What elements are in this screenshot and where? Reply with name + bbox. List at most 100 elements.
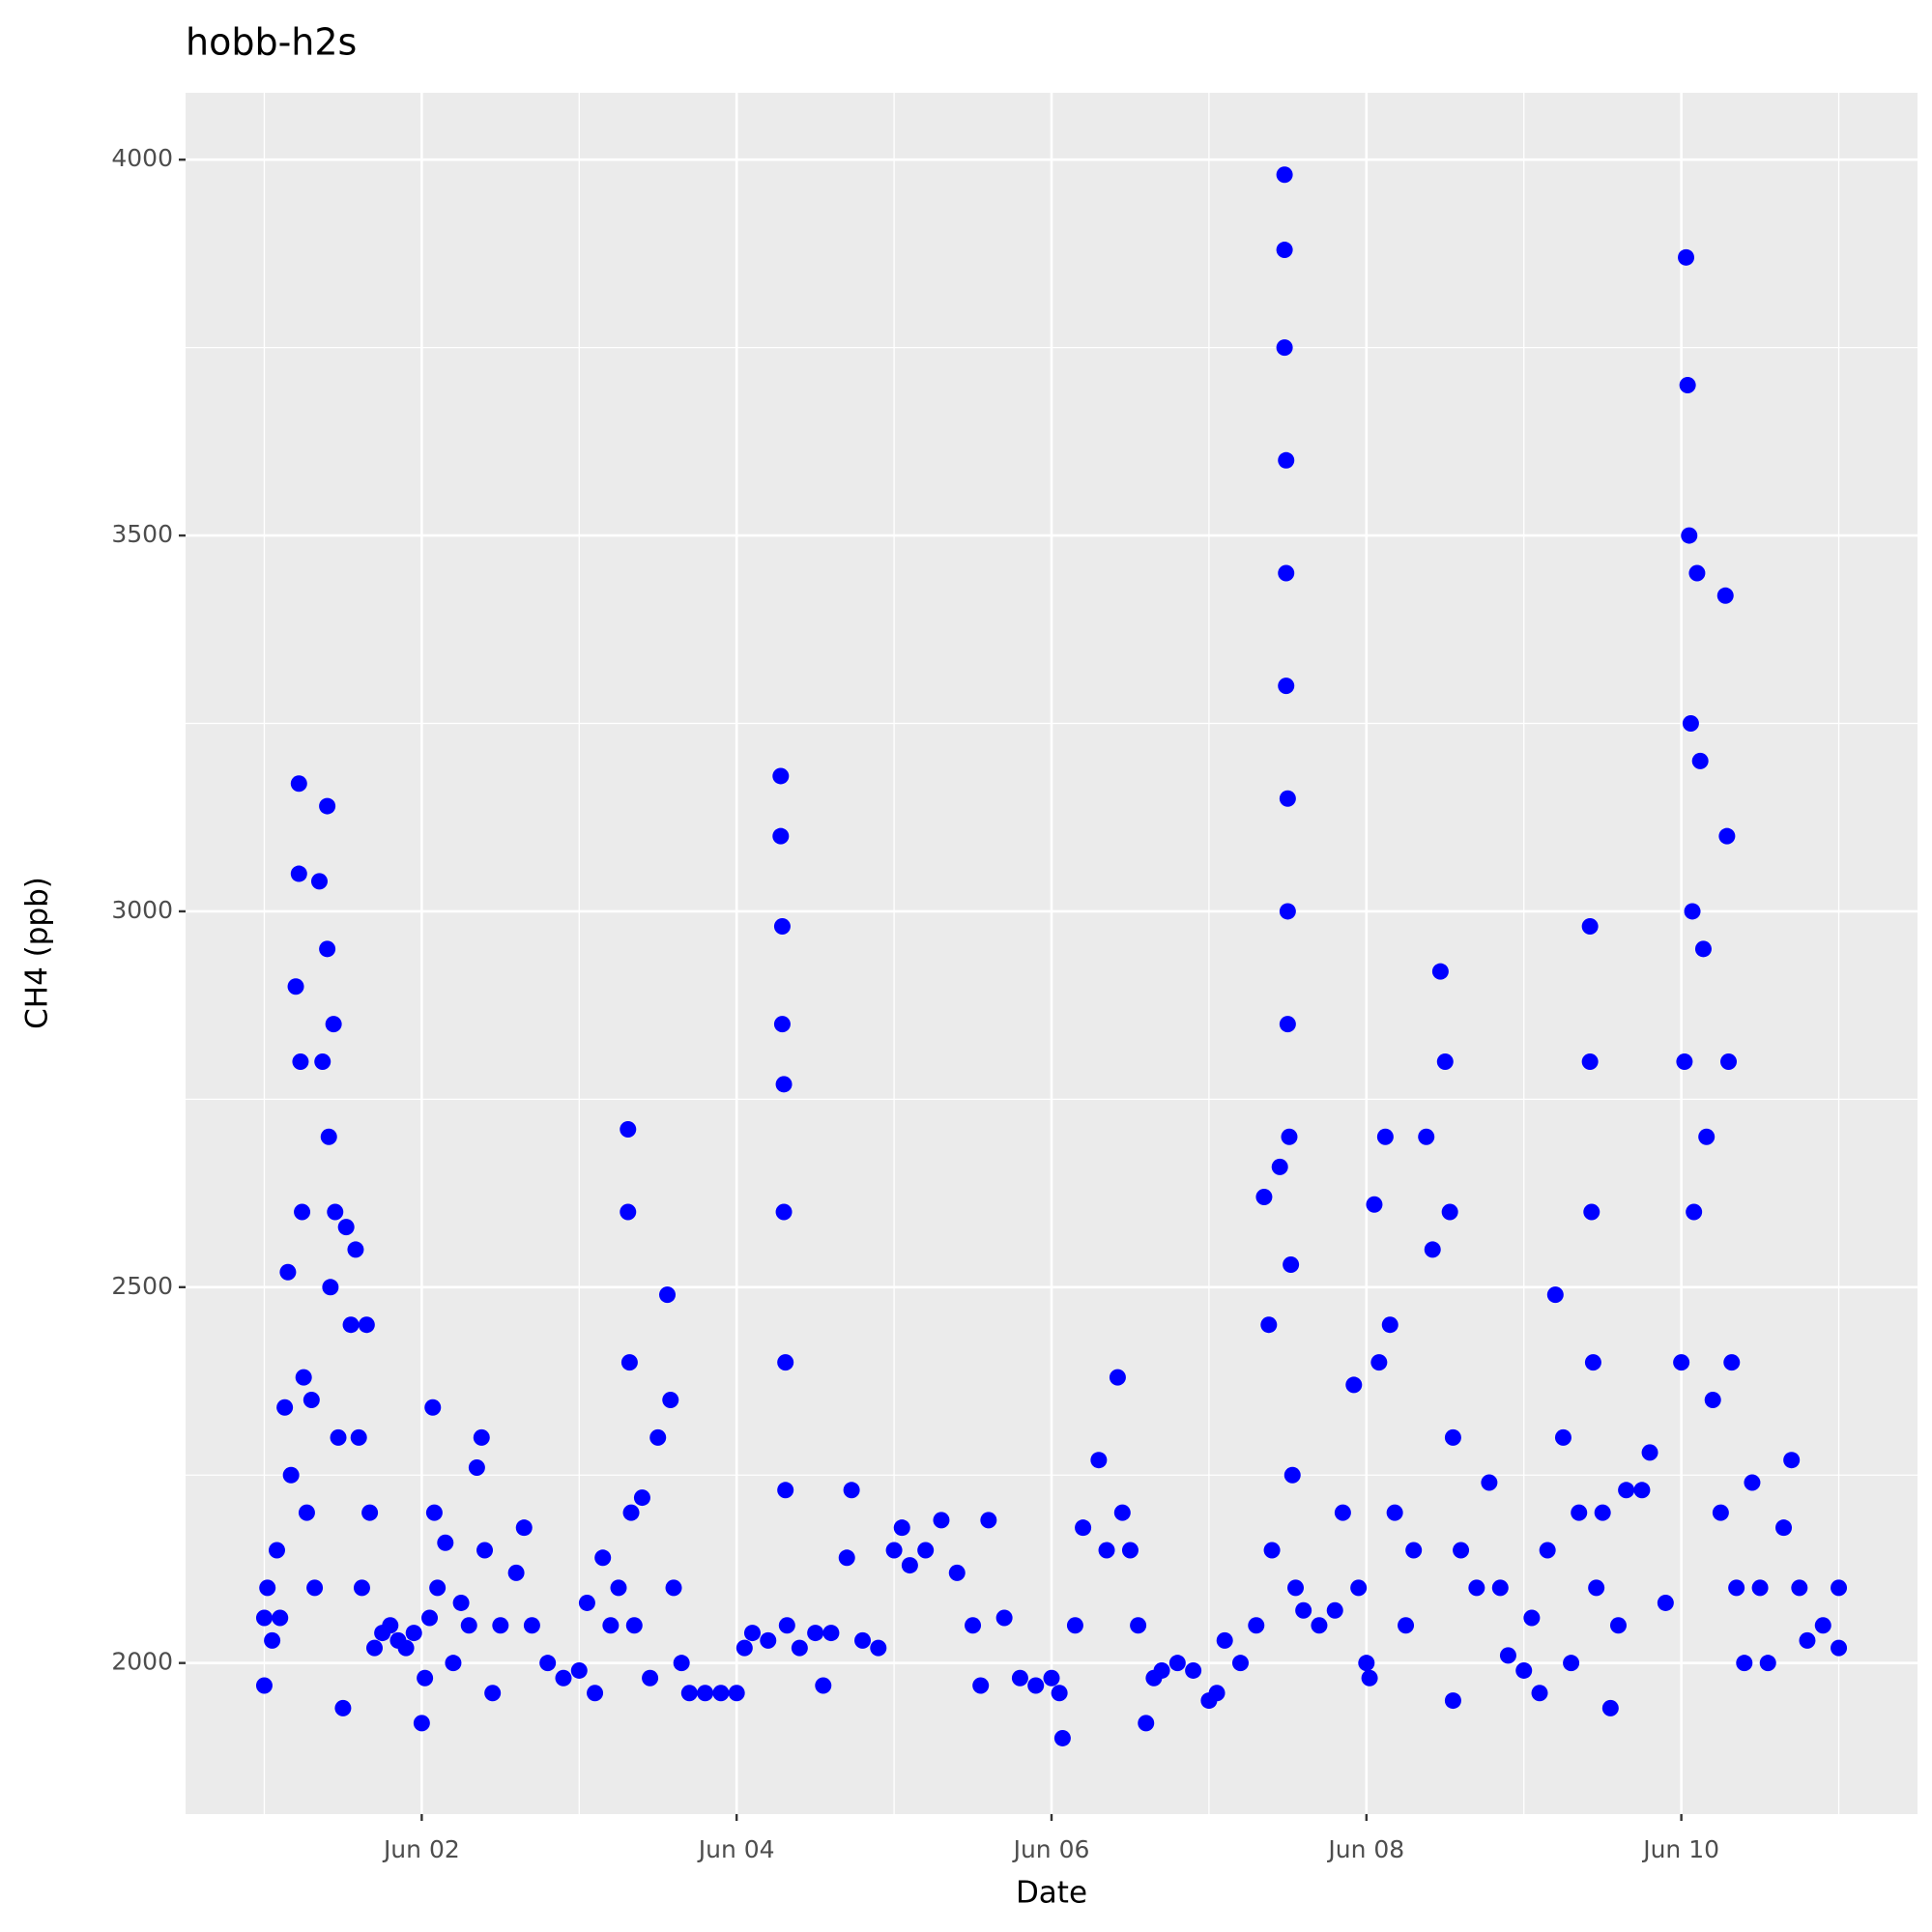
point bbox=[1185, 1661, 1202, 1679]
point bbox=[1279, 903, 1296, 920]
point bbox=[901, 1557, 918, 1574]
point bbox=[1216, 1631, 1233, 1649]
point bbox=[662, 1391, 679, 1408]
point bbox=[933, 1512, 950, 1529]
point bbox=[1641, 1444, 1658, 1461]
point bbox=[665, 1579, 682, 1597]
point bbox=[1376, 1128, 1394, 1145]
point bbox=[1491, 1579, 1509, 1597]
point bbox=[1633, 1482, 1651, 1499]
point bbox=[1775, 1519, 1793, 1537]
point bbox=[1109, 1369, 1126, 1386]
point bbox=[1051, 1685, 1068, 1702]
point bbox=[1581, 1053, 1599, 1070]
point bbox=[272, 1609, 289, 1627]
x-axis-title: Date bbox=[1016, 1876, 1087, 1911]
point bbox=[1673, 1354, 1690, 1371]
point bbox=[327, 1203, 344, 1221]
point bbox=[1601, 1699, 1619, 1716]
point bbox=[1027, 1677, 1045, 1694]
point bbox=[1444, 1428, 1461, 1446]
point bbox=[673, 1655, 690, 1672]
point bbox=[1563, 1655, 1580, 1672]
point bbox=[1723, 1354, 1741, 1371]
point bbox=[1581, 918, 1599, 936]
point bbox=[1441, 1203, 1458, 1221]
point bbox=[1370, 1354, 1388, 1371]
point bbox=[1684, 903, 1701, 920]
point bbox=[649, 1428, 667, 1446]
point bbox=[1831, 1639, 1848, 1657]
point bbox=[1676, 1053, 1693, 1070]
point bbox=[1279, 1016, 1296, 1033]
point bbox=[1011, 1669, 1028, 1687]
point bbox=[1751, 1579, 1769, 1597]
point bbox=[424, 1399, 442, 1416]
point bbox=[578, 1594, 595, 1611]
point bbox=[1278, 678, 1295, 695]
point bbox=[1345, 1376, 1363, 1394]
point bbox=[484, 1685, 502, 1702]
point bbox=[1554, 1428, 1572, 1446]
point bbox=[743, 1625, 761, 1642]
point bbox=[1366, 1196, 1383, 1213]
point bbox=[712, 1685, 730, 1702]
point bbox=[822, 1625, 840, 1642]
y-tick-label: 3000 bbox=[111, 896, 173, 924]
point bbox=[1075, 1519, 1092, 1537]
point bbox=[314, 1053, 332, 1070]
point bbox=[610, 1579, 627, 1597]
point bbox=[365, 1639, 383, 1657]
point bbox=[1539, 1542, 1556, 1559]
point bbox=[460, 1617, 477, 1634]
point bbox=[1043, 1669, 1060, 1687]
point bbox=[1405, 1542, 1423, 1559]
point bbox=[570, 1661, 588, 1679]
point bbox=[1694, 940, 1712, 958]
point bbox=[1263, 1542, 1281, 1559]
point bbox=[1468, 1579, 1485, 1597]
point bbox=[268, 1542, 285, 1559]
point bbox=[1358, 1655, 1375, 1672]
point bbox=[1678, 248, 1695, 266]
point bbox=[337, 1219, 355, 1236]
point bbox=[306, 1579, 324, 1597]
x-tick-label: Jun 02 bbox=[382, 1835, 460, 1863]
point bbox=[298, 1504, 315, 1521]
point bbox=[1283, 1255, 1300, 1273]
point bbox=[1686, 1203, 1703, 1221]
point bbox=[735, 1639, 753, 1657]
x-tick-label: Jun 04 bbox=[697, 1835, 775, 1863]
point bbox=[642, 1669, 659, 1687]
point bbox=[334, 1699, 352, 1716]
point bbox=[602, 1617, 620, 1634]
point bbox=[1248, 1617, 1265, 1634]
point bbox=[773, 1016, 791, 1033]
point bbox=[295, 1369, 312, 1386]
point bbox=[1350, 1579, 1368, 1597]
point bbox=[322, 1279, 339, 1296]
point bbox=[555, 1669, 572, 1687]
point bbox=[1436, 1053, 1454, 1070]
point bbox=[1799, 1631, 1816, 1649]
point bbox=[777, 1354, 794, 1371]
point bbox=[1098, 1542, 1115, 1559]
point bbox=[1283, 1466, 1301, 1484]
point bbox=[1584, 1354, 1601, 1371]
point bbox=[1090, 1452, 1108, 1469]
point bbox=[294, 1203, 311, 1221]
point bbox=[1499, 1647, 1516, 1664]
point bbox=[255, 1609, 273, 1627]
point bbox=[1720, 1053, 1738, 1070]
point bbox=[1053, 1729, 1071, 1746]
point bbox=[1698, 1128, 1716, 1145]
point bbox=[1260, 1316, 1278, 1334]
point bbox=[361, 1504, 379, 1521]
y-tick-label: 3500 bbox=[111, 520, 173, 548]
point bbox=[1688, 564, 1706, 582]
x-tick-label: Jun 08 bbox=[1326, 1835, 1404, 1863]
point bbox=[1546, 1286, 1564, 1304]
point bbox=[1831, 1579, 1848, 1597]
point bbox=[264, 1631, 281, 1649]
y-tick-label: 4000 bbox=[111, 144, 173, 172]
